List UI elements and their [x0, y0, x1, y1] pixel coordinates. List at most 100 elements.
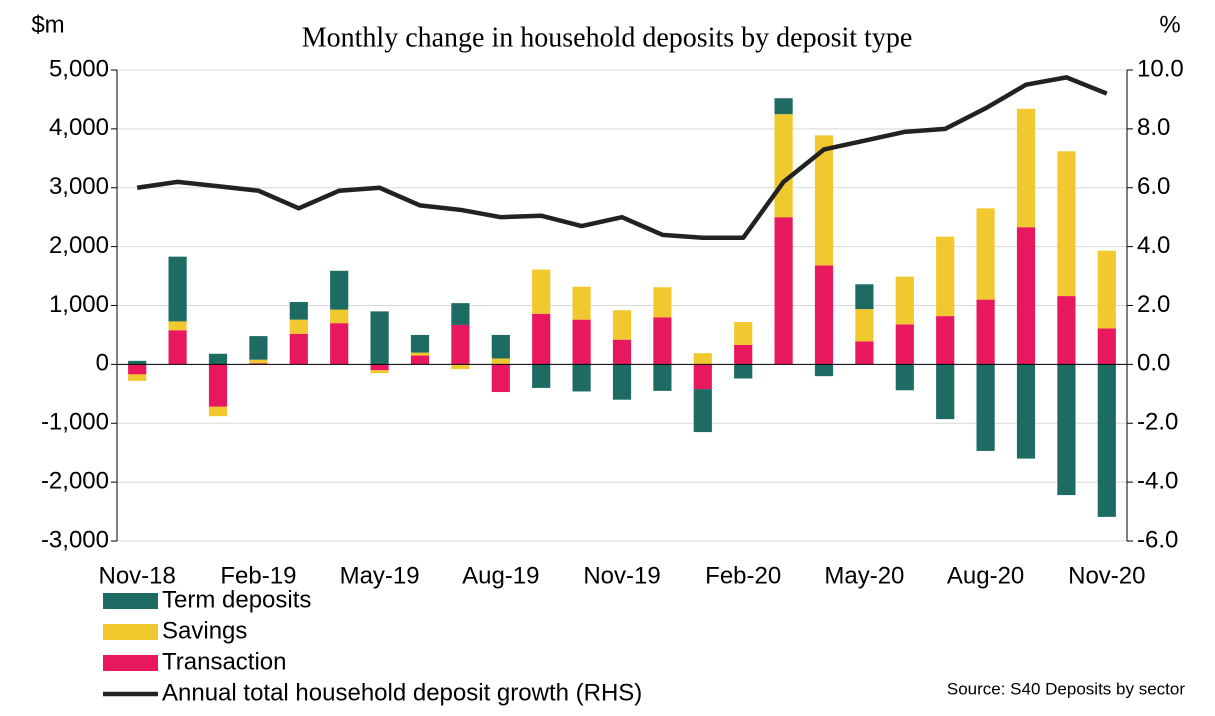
bar	[370, 311, 389, 365]
bar	[774, 114, 793, 218]
bar	[653, 317, 672, 365]
bar	[208, 353, 228, 365]
bar	[693, 364, 712, 390]
bar	[1016, 227, 1036, 365]
y-tick-label: 3,000	[49, 173, 109, 200]
bar	[208, 406, 228, 417]
bar	[1097, 364, 1116, 517]
bar	[936, 316, 955, 365]
y-tick-label: 5,000	[49, 55, 109, 82]
bar	[451, 303, 470, 325]
bar	[734, 321, 753, 345]
bar	[289, 319, 308, 334]
bar	[976, 299, 995, 365]
legend-label: Annual total household deposit growth (R…	[162, 679, 642, 706]
bar	[653, 364, 672, 391]
bar	[128, 374, 147, 381]
bar	[855, 284, 874, 310]
x-tick-label: Nov-18	[99, 562, 176, 589]
bar	[128, 360, 147, 365]
x-tick-label: Feb-20	[705, 562, 781, 589]
bar	[1057, 296, 1076, 365]
bar	[249, 363, 268, 365]
x-tick-label: Feb-19	[220, 562, 296, 589]
legend-swatch	[103, 655, 158, 671]
y-tick-label: -2,000	[41, 467, 109, 494]
bar	[734, 344, 753, 365]
bar	[612, 364, 632, 400]
bar	[289, 301, 308, 320]
x-tick-label: May-20	[824, 562, 904, 589]
bar	[693, 389, 712, 433]
y2-tick-label: 8.0	[1137, 114, 1170, 141]
y2-tick-label: 6.0	[1137, 173, 1170, 200]
x-tick-label: Aug-19	[462, 562, 539, 589]
bar	[491, 364, 510, 393]
chart-title: Monthly change in household deposits by …	[302, 22, 913, 53]
bar	[410, 355, 430, 365]
bar	[249, 359, 268, 364]
bar	[814, 265, 834, 365]
y2-tick-label: -2.0	[1137, 409, 1178, 436]
bar	[330, 309, 349, 324]
bar	[612, 310, 632, 340]
bar	[532, 364, 551, 388]
x-tick-label: May-19	[340, 562, 420, 589]
bar	[1097, 328, 1116, 365]
x-tick-label: Nov-20	[1068, 562, 1145, 589]
y-tick-label: -3,000	[41, 526, 109, 553]
bar	[451, 324, 470, 365]
x-tick-label: Aug-20	[947, 562, 1024, 589]
legend-label: Savings	[162, 617, 247, 644]
bar	[330, 270, 349, 310]
bar	[1057, 364, 1076, 496]
legend-label: Transaction	[162, 648, 287, 675]
y-tick-label: 1,000	[49, 291, 109, 318]
bar	[168, 256, 187, 322]
bar	[532, 269, 551, 314]
bar	[168, 321, 187, 331]
bar	[410, 352, 430, 356]
bar	[734, 364, 753, 379]
y2-tick-label: -4.0	[1137, 467, 1178, 494]
bar	[289, 333, 308, 365]
bar	[693, 353, 712, 365]
legend-swatch	[103, 624, 158, 640]
bar	[976, 364, 995, 451]
bar	[1097, 250, 1116, 329]
bar	[128, 364, 147, 375]
bar	[774, 217, 793, 365]
bar	[491, 334, 510, 359]
bar	[208, 364, 228, 407]
bar	[572, 364, 591, 392]
y2-tick-label: 0.0	[1137, 350, 1170, 377]
y2-tick-label: 2.0	[1137, 291, 1170, 318]
y-tick-label: 2,000	[49, 232, 109, 259]
bar	[774, 98, 793, 115]
bar	[653, 287, 672, 318]
bar	[370, 370, 389, 374]
y2-tick-label: -6.0	[1137, 526, 1178, 553]
legend-label: Term deposits	[162, 586, 311, 613]
y-tick-label: 0	[96, 350, 109, 377]
bar	[936, 364, 955, 420]
bar	[330, 323, 349, 365]
bar	[168, 330, 187, 365]
y2-axis-label: %	[1159, 11, 1180, 38]
bar	[1016, 364, 1036, 459]
bar	[491, 358, 510, 365]
bar	[814, 135, 834, 266]
line-series	[136, 75, 1108, 241]
x-tick-label: Nov-19	[583, 562, 660, 589]
bar	[895, 276, 914, 325]
bar	[532, 313, 551, 365]
bar	[936, 236, 955, 317]
bar	[410, 334, 430, 353]
bar	[1057, 151, 1076, 297]
legend-swatch	[103, 593, 158, 609]
bar	[451, 364, 470, 370]
bar	[855, 309, 874, 342]
bar	[370, 364, 389, 371]
bar	[976, 208, 995, 300]
